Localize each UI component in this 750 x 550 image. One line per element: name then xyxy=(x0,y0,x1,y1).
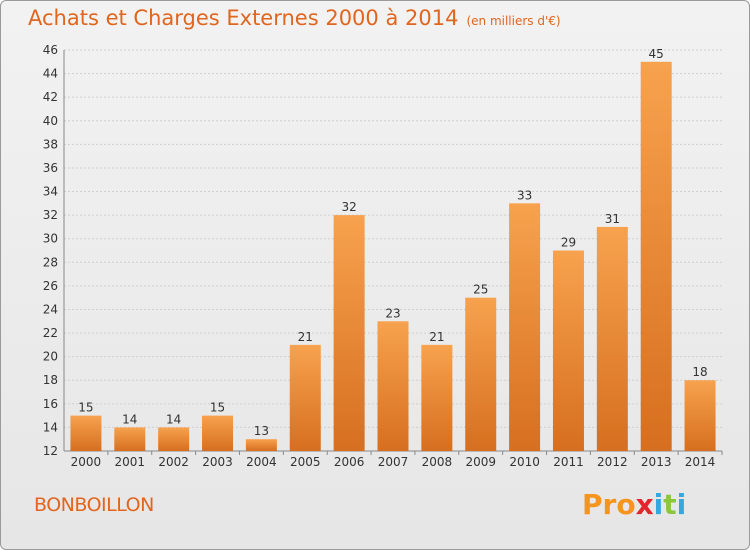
bar xyxy=(509,203,541,451)
bar xyxy=(114,427,146,451)
y-tick-label: 24 xyxy=(43,302,58,316)
chart-title: Achats et Charges Externes 2000 à 2014 (e… xyxy=(28,6,561,30)
bar xyxy=(421,344,453,451)
y-tick-label: 46 xyxy=(43,43,58,57)
bar xyxy=(684,380,716,451)
x-tick-label: 2006 xyxy=(334,455,365,469)
bar xyxy=(158,427,190,451)
place-name: BONBOILLON xyxy=(34,494,154,516)
y-tick-label: 14 xyxy=(43,420,58,434)
y-tick-label: 42 xyxy=(43,90,58,104)
bar xyxy=(289,344,321,451)
x-tick-label: 2011 xyxy=(553,455,584,469)
x-tick-label: 2001 xyxy=(115,455,146,469)
x-tick-label: 2010 xyxy=(509,455,540,469)
bar xyxy=(245,439,277,451)
bar-value-label: 15 xyxy=(78,401,93,415)
logo-letter: x xyxy=(635,488,654,521)
y-tick-label: 22 xyxy=(43,326,58,340)
y-tick-label: 38 xyxy=(43,137,58,151)
x-tick-label: 2000 xyxy=(71,455,102,469)
bar-value-label: 33 xyxy=(517,188,532,202)
title-text: Achats et Charges Externes 2000 à 2014 xyxy=(28,6,459,30)
bar xyxy=(640,61,672,451)
bar-value-label: 23 xyxy=(385,306,400,320)
y-tick-label: 20 xyxy=(43,350,58,364)
x-tick-label: 2004 xyxy=(246,455,277,469)
bar-value-label: 14 xyxy=(166,412,181,426)
x-tick-label: 2014 xyxy=(685,455,716,469)
y-tick-label: 32 xyxy=(43,208,58,222)
x-tick-label: 2008 xyxy=(422,455,453,469)
x-tick-label: 2007 xyxy=(378,455,409,469)
bar xyxy=(596,226,628,451)
y-tick-label: 34 xyxy=(43,185,58,199)
bar-value-label: 18 xyxy=(692,365,707,379)
y-tick-label: 16 xyxy=(43,397,58,411)
proxiti-logo: Proxiti xyxy=(582,488,686,521)
y-tick-label: 12 xyxy=(43,444,58,458)
logo-letter: r xyxy=(602,488,617,521)
logo-letter: i xyxy=(653,488,664,521)
chart-subtitle: (en milliers d'€) xyxy=(466,14,561,28)
bar xyxy=(377,321,409,451)
bar-value-label: 45 xyxy=(649,47,664,61)
bar-value-label: 31 xyxy=(605,212,620,226)
bar-value-label: 21 xyxy=(298,330,313,344)
x-tick-label: 2009 xyxy=(465,455,496,469)
bar xyxy=(552,250,584,451)
bar-value-label: 32 xyxy=(341,200,356,214)
y-tick-label: 40 xyxy=(43,114,58,128)
logo-letter: o xyxy=(616,488,636,521)
y-tick-label: 18 xyxy=(43,373,58,387)
bar xyxy=(465,297,497,451)
bar-value-label: 15 xyxy=(210,401,225,415)
x-tick-label: 2012 xyxy=(597,455,628,469)
bar-value-label: 14 xyxy=(122,412,137,426)
y-tick-label: 36 xyxy=(43,161,58,175)
bar xyxy=(202,415,234,451)
y-tick-label: 30 xyxy=(43,232,58,246)
logo-letter: t xyxy=(663,488,677,521)
bar xyxy=(70,415,102,451)
bar-value-label: 25 xyxy=(473,283,488,297)
x-tick-label: 2005 xyxy=(290,455,321,469)
y-tick-label: 28 xyxy=(43,255,58,269)
bar-value-label: 29 xyxy=(561,236,576,250)
y-tick-label: 26 xyxy=(43,279,58,293)
bar xyxy=(333,215,365,451)
y-tick-label: 44 xyxy=(43,67,58,81)
bar-value-label: 21 xyxy=(429,330,444,344)
logo-letter: i xyxy=(676,488,687,521)
x-tick-label: 2013 xyxy=(641,455,672,469)
x-tick-label: 2003 xyxy=(202,455,233,469)
bar-value-label: 13 xyxy=(254,424,269,438)
x-tick-label: 2002 xyxy=(158,455,189,469)
logo-letter: P xyxy=(582,488,603,521)
